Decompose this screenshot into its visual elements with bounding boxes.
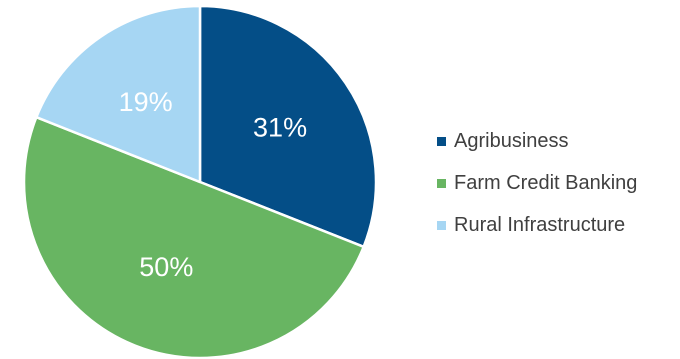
legend-label-rural-infrastructure: Rural Infrastructure [454, 213, 626, 236]
pie-slice-rural-infrastructure [35, 4, 202, 184]
legend: Agribusiness Farm Credit Banking Rural I… [437, 120, 637, 246]
legend-item-agribusiness: Agribusiness [437, 120, 637, 162]
slice-label-rural-infrastructure: 19% [119, 87, 173, 117]
legend-item-rural-infrastructure: Rural Infrastructure [437, 204, 637, 246]
pie-slice-farm-credit-banking [22, 115, 365, 359]
legend-swatch-rural-infrastructure [437, 220, 446, 230]
legend-swatch-agribusiness [437, 136, 446, 146]
pie-slice-agribusiness [198, 4, 378, 249]
pie-slices [22, 4, 378, 359]
slice-label-agribusiness: 31% [253, 113, 307, 143]
legend-label-agribusiness: Agribusiness [454, 129, 569, 152]
pie-chart: 31% 50% 19% [22, 4, 378, 359]
legend-label-farm-credit-banking: Farm Credit Banking [454, 171, 638, 194]
slice-labels: 31% 50% 19% [119, 87, 308, 282]
legend-swatch-farm-credit-banking [437, 178, 446, 188]
slice-label-farm-credit-banking: 50% [139, 252, 193, 282]
legend-item-farm-credit-banking: Farm Credit Banking [437, 162, 637, 204]
